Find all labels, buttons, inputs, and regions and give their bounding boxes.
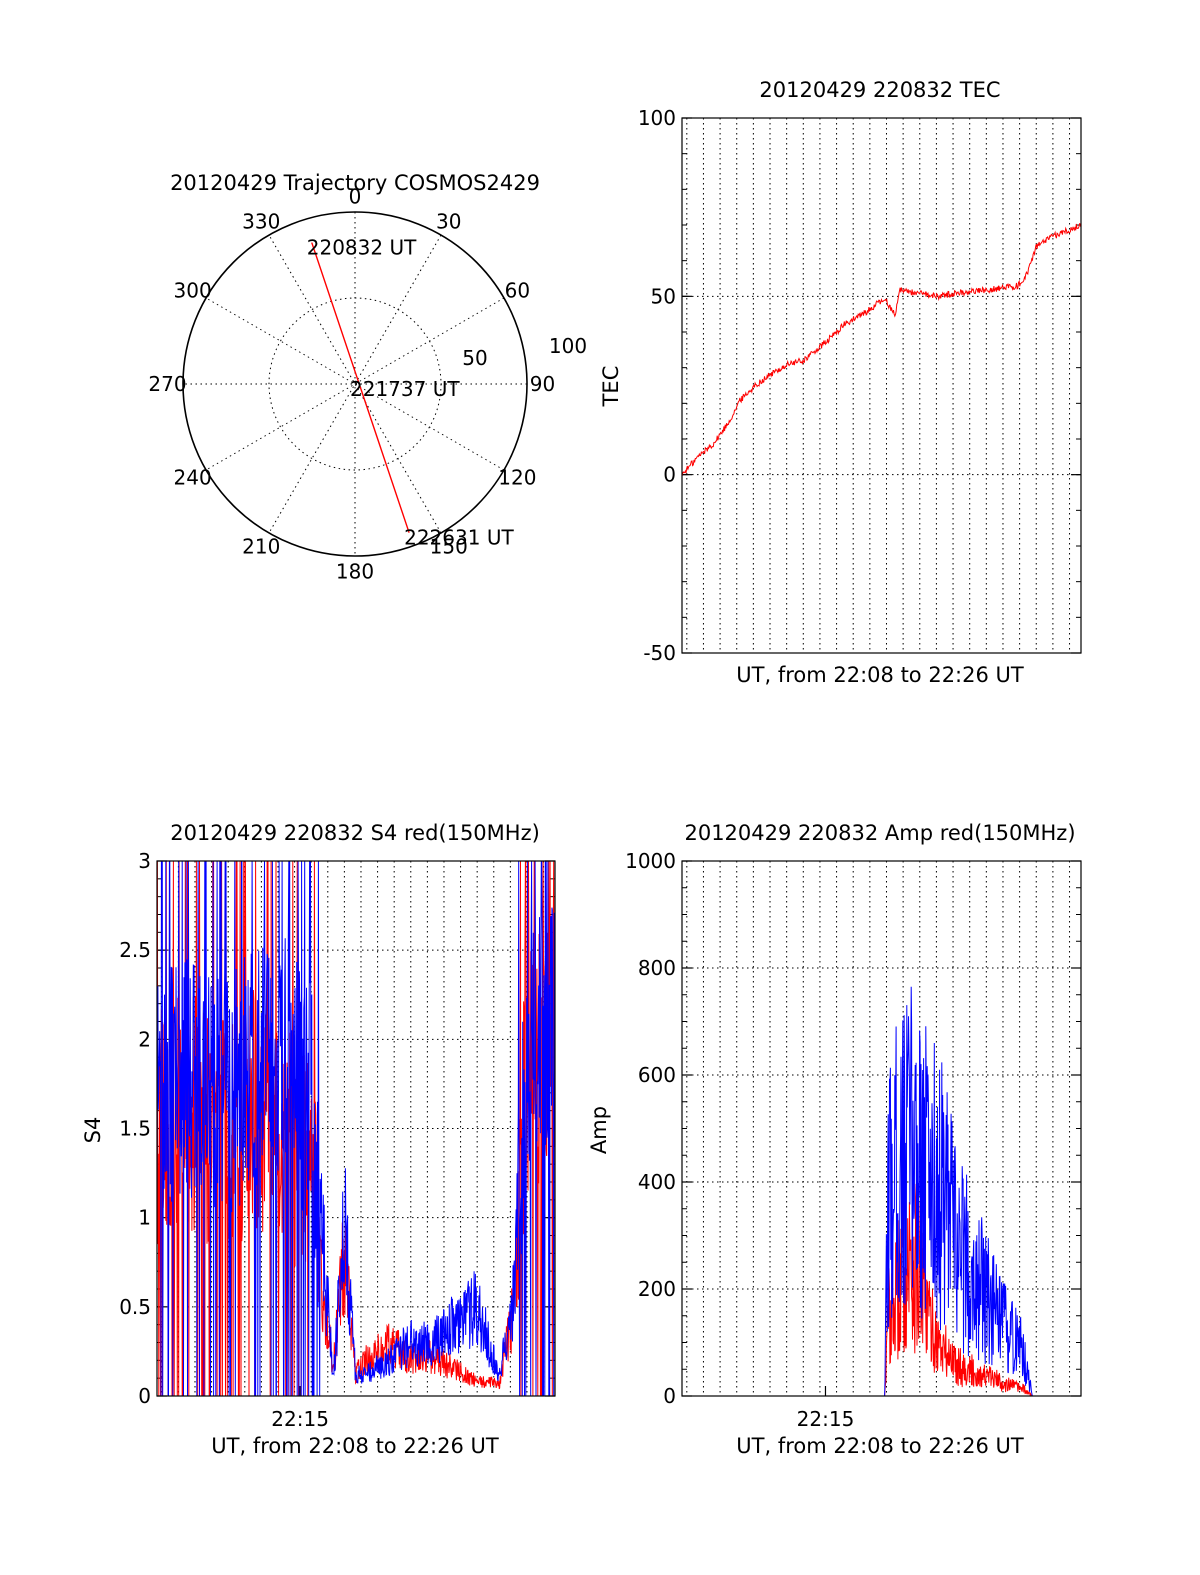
data-series-line: [156, 860, 556, 1397]
amp-frame: [681, 860, 1082, 1397]
amp-plot: 20120429 220832 Amp red(150MHz) 0 200 400 6…: [587, 821, 1082, 1458]
polar-radius-label: 100: [549, 334, 587, 358]
y-tick-label: 1000: [625, 849, 676, 873]
trajectory-line: [311, 242, 410, 533]
s4-xlabel: UT, from 22:08 to 22:26 UT: [211, 1434, 499, 1458]
tec-series: [681, 223, 1082, 477]
y-tick-label: 800: [638, 956, 676, 980]
s4-series: [156, 860, 556, 1397]
tec-plot: 20120429 220832 TEC -50 0 50 100 UT, from 2…: [599, 78, 1082, 687]
amp-title: 20120429 220832 Amp red(150MHz): [684, 821, 1075, 845]
amp-xlabel: UT, from 22:08 to 22:26 UT: [736, 1434, 1024, 1458]
s4-frame: [156, 860, 556, 1397]
polar-azimuth-label: 150: [430, 534, 468, 558]
polar-annotations: 220832 UT 221737 UT 222631 UT: [307, 236, 515, 550]
polar-azimuth-label: 0: [349, 185, 362, 209]
y-tick-label: 0: [138, 1384, 151, 1408]
polar-azimuth-label: 330: [242, 210, 280, 234]
polar-azimuth-label: 210: [242, 534, 280, 558]
x-tick-label: 22:15: [797, 1407, 855, 1431]
y-tick-label: 2: [138, 1027, 151, 1051]
y-tick-label: 600: [638, 1063, 676, 1087]
y-tick-label: 2.5: [119, 938, 151, 962]
polar-ring-50: [268, 297, 442, 471]
polar-azimuth-label: 240: [174, 466, 212, 490]
y-tick-label: -50: [643, 641, 676, 665]
polar-labels: 0 30 60 90 120 150 180 210 240 270 300 330 50 100: [148, 185, 587, 584]
polar-azimuth-label: 180: [336, 559, 374, 583]
polar-azimuth-label: 300: [174, 278, 212, 302]
polar-azimuth-label: 270: [148, 372, 186, 396]
polar-outer-ring: [182, 211, 528, 557]
tec-frame: [681, 117, 1082, 654]
amp-grid: [682, 861, 1081, 1396]
polar-azimuth-label: 120: [498, 466, 536, 490]
amp-ticks: 0 200 400 600 800 1000 22:15: [625, 849, 1081, 1431]
polar-azimuth-label: 30: [436, 210, 461, 234]
polar-grid: [182, 211, 528, 557]
amp-ylabel: Amp: [587, 1106, 611, 1154]
y-tick-label: 0: [663, 463, 676, 487]
y-tick-label: 1: [138, 1206, 151, 1230]
data-series-line: [682, 986, 1081, 1397]
y-tick-label: 0.5: [119, 1295, 151, 1319]
trajectory-time-label: 221737 UT: [350, 377, 460, 401]
trajectory-polar-plot: 20120429 Trajectory COSMOS2429 0 30 60 90 12…: [148, 171, 587, 583]
y-tick-label: 200: [638, 1277, 676, 1301]
polar-title: 20120429 Trajectory COSMOS2429: [170, 171, 540, 195]
trajectory-time-label: 222631 UT: [404, 526, 514, 550]
amp-series: [682, 986, 1081, 1397]
y-tick-label: 3: [138, 849, 151, 873]
tec-ylabel: TEC: [599, 366, 623, 408]
polar-azimuth-label: 60: [505, 278, 530, 302]
data-series-line: [682, 1183, 1081, 1397]
s4-ylabel: S4: [81, 1117, 105, 1144]
y-tick-label: 400: [638, 1170, 676, 1194]
y-tick-label: 0: [663, 1384, 676, 1408]
data-series-line: [681, 223, 1082, 477]
y-tick-label: 100: [638, 106, 676, 130]
polar-radius-label: 50: [462, 346, 487, 370]
y-tick-label: 1.5: [119, 1117, 151, 1141]
x-tick-label: 22:15: [271, 1407, 329, 1431]
tec-xlabel: UT, from 22:08 to 22:26 UT: [736, 663, 1024, 687]
y-tick-label: 50: [651, 284, 676, 308]
polar-series: [311, 242, 410, 533]
tec-ticks: -50 0 50 100: [638, 106, 1081, 665]
polar-azimuth-label: 90: [530, 372, 555, 396]
tec-grid: [682, 118, 1081, 653]
s4-plot: 20120429 220832 S4 red(150MHz) 0 0.5 1 1.5 2…: [81, 821, 556, 1458]
s4-title: 20120429 220832 S4 red(150MHz): [170, 821, 540, 845]
tec-title: 20120429 220832 TEC: [759, 78, 1000, 102]
trajectory-time-label: 220832 UT: [307, 236, 417, 260]
data-series-line: [156, 860, 556, 1397]
